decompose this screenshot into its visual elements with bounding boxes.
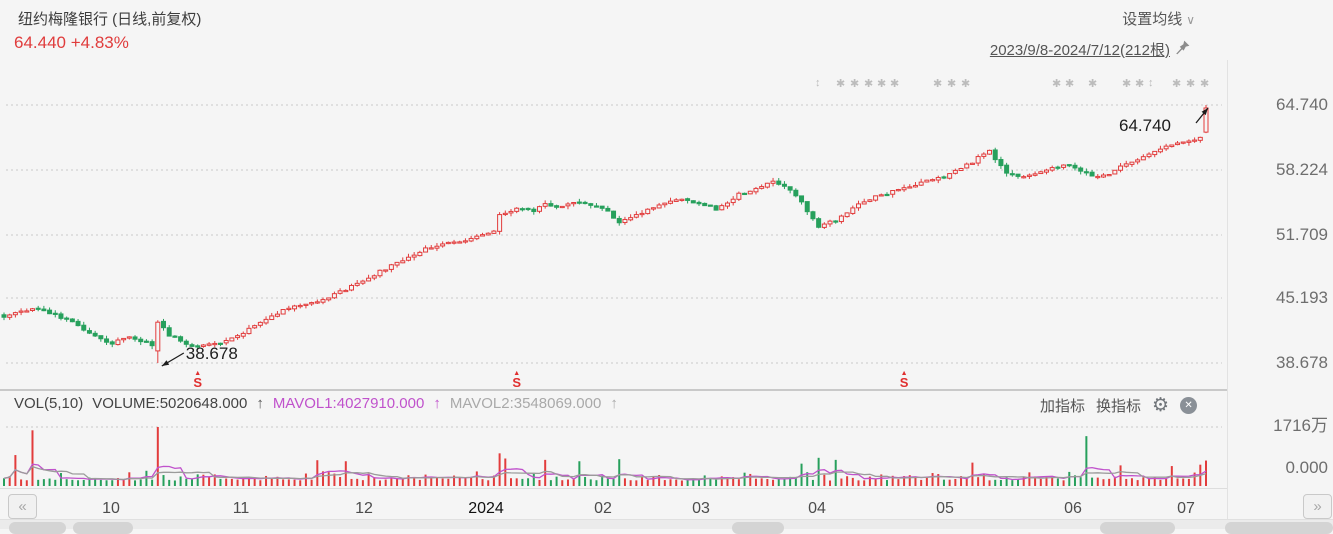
dividend-marker-icon[interactable]: ▲ S <box>190 370 206 389</box>
high-price-annotation: 64.740 <box>1119 116 1171 135</box>
scrollbar-segment[interactable] <box>73 522 133 534</box>
price-tick-label: 38.678 <box>1276 353 1328 372</box>
volume-tick-label: 1716万 <box>1273 416 1328 435</box>
add-indicator-button[interactable]: 加指标 <box>1040 398 1086 415</box>
event-marker-icon[interactable]: ✱ <box>1186 78 1196 90</box>
event-marker-icon[interactable]: ✱ <box>1088 78 1098 90</box>
x-axis-separator <box>0 488 1227 489</box>
volume-up-arrow-icon: ↑ <box>256 395 264 412</box>
page-title: 纽约梅隆银行 (日线,前复权) <box>18 11 202 28</box>
dividend-marker-cap: ▲ <box>194 370 202 377</box>
switch-indicator-button[interactable]: 换指标 <box>1096 398 1142 415</box>
event-marker-icon[interactable]: ✱ <box>947 78 957 90</box>
ma-settings-button[interactable]: 设置均线 ∨ <box>1122 11 1195 28</box>
event-marker-icon[interactable]: ✱ <box>877 78 887 90</box>
latest-price-line: 64.440 +4.83% <box>14 33 129 53</box>
volume-value: VOLUME:5020648.000 <box>92 395 248 412</box>
mavol2-up-arrow-icon: ↑ <box>610 395 618 412</box>
x-axis-month-label: 07 <box>1177 500 1195 517</box>
x-axis-month-label: 11 <box>232 500 250 517</box>
event-marker-icon[interactable]: ✱ <box>864 78 874 90</box>
event-marker-icon[interactable]: ↕ <box>1148 77 1154 89</box>
x-axis-month-label: 03 <box>692 500 710 517</box>
price-axis-separator <box>1227 60 1228 519</box>
x-axis-month-label: 2024 <box>468 500 504 517</box>
chevron-down-icon: ∨ <box>1186 13 1195 27</box>
dividend-marker-cap: ▲ <box>513 370 521 377</box>
x-axis-month-label: 02 <box>594 500 612 517</box>
event-marker-icon[interactable]: ✱ <box>1065 78 1075 90</box>
volume-toolbar: 加指标 换指标 ⚙ ✕ <box>1040 395 1198 416</box>
date-range-link[interactable]: 2023/9/8-2024/7/12(212根) <box>989 42 1170 59</box>
gear-icon[interactable]: ⚙ <box>1152 395 1170 416</box>
mavol1-value: MAVOL1:4027910.000 <box>272 395 425 412</box>
latest-price: 64.440 <box>14 33 66 52</box>
close-icon[interactable]: ✕ <box>1180 397 1198 414</box>
event-marker-icon[interactable]: ✱ <box>1122 78 1132 90</box>
volume-tick-label: 0.000 <box>1285 458 1328 477</box>
scrollbar-segment[interactable] <box>1100 522 1175 534</box>
event-marker-icon[interactable]: ✱ <box>890 78 900 90</box>
dividend-marker-icon[interactable]: ▲ S <box>509 370 525 389</box>
volume-indicator-header: VOL(5,10) VOLUME:5020648.000 ↑ MAVOL1:40… <box>14 395 618 412</box>
latest-change: +4.83% <box>70 33 129 52</box>
dividend-marker-letter: S <box>512 375 522 390</box>
x-axis-month-label: 10 <box>102 500 120 517</box>
pin-icon[interactable] <box>1174 39 1191 56</box>
price-tick-label: 51.709 <box>1276 225 1328 244</box>
event-marker-icon[interactable]: ✱ <box>1052 78 1062 90</box>
dividend-marker-icon[interactable]: ▲ S <box>896 370 912 389</box>
dividend-marker-letter: S <box>899 375 909 390</box>
event-marker-icon[interactable]: ✱ <box>850 78 860 90</box>
x-axis-month-label: 06 <box>1064 500 1082 517</box>
low-price-annotation: 38.678 <box>185 344 238 363</box>
scroll-right-button[interactable]: » <box>1303 494 1332 519</box>
mavol1-up-arrow-icon: ↑ <box>433 395 441 412</box>
event-marker-icon[interactable]: ↕ <box>815 77 821 89</box>
panel-divider <box>0 389 1227 391</box>
scroll-left-button[interactable]: « <box>8 494 37 519</box>
dividend-marker-cap: ▲ <box>900 370 908 377</box>
event-marker-icon[interactable]: ✱ <box>836 78 846 90</box>
x-axis-month-label: 12 <box>355 500 373 517</box>
event-marker-icon[interactable]: ✱ <box>961 78 971 90</box>
mavol2-value: MAVOL2:3548069.000 <box>449 395 602 412</box>
event-marker-icon[interactable]: ✱ <box>1200 78 1210 90</box>
scrollbar-segment[interactable] <box>9 522 66 534</box>
dividend-marker-letter: S <box>193 375 202 390</box>
event-marker-icon[interactable]: ✱ <box>1172 78 1182 90</box>
price-tick-label: 64.740 <box>1276 95 1328 114</box>
price-tick-label: 58.224 <box>1276 160 1328 179</box>
scrollbar-segment[interactable] <box>732 522 784 534</box>
x-axis-month-label: 04 <box>808 500 826 517</box>
x-axis-month-label: 05 <box>936 500 954 517</box>
scrollbar-segment[interactable] <box>1225 522 1333 534</box>
event-marker-icon[interactable]: ✱ <box>933 78 943 90</box>
price-tick-label: 45.193 <box>1276 288 1328 307</box>
vol-indicator-label[interactable]: VOL(5,10) <box>14 395 84 412</box>
event-marker-icon[interactable]: ✱ <box>1135 78 1145 90</box>
